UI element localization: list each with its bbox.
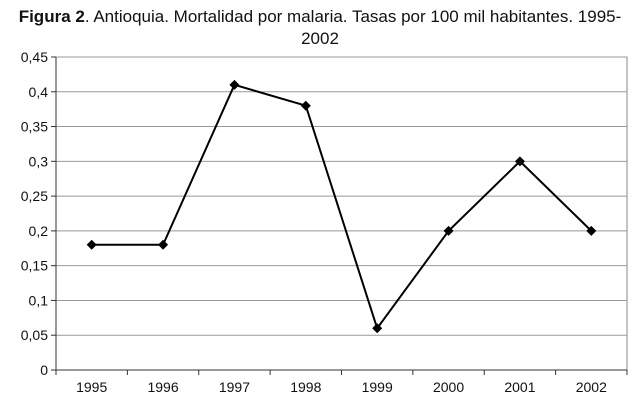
- x-tick-label: 2001: [504, 379, 535, 395]
- data-point-1997: [229, 79, 240, 90]
- plot-frame: [55, 56, 628, 371]
- data-point-2000: [443, 225, 454, 236]
- x-tick-label: 2000: [433, 379, 464, 395]
- data-point-1996: [158, 239, 169, 250]
- series-line: [91, 83, 593, 331]
- x-tick-label: 1996: [147, 379, 178, 395]
- x-tick-label: 1999: [362, 379, 393, 395]
- data-point-1999: [372, 323, 383, 334]
- title-bold: Figura 2: [18, 7, 85, 26]
- y-tick-label: 0,3: [29, 153, 49, 169]
- chart-title: Figura 2. Antioquia. Mortalidad por mala…: [0, 6, 640, 50]
- y-tick-label: 0,1: [29, 292, 49, 308]
- data-point-1998: [300, 100, 311, 111]
- y-tick-label: 0,45: [21, 49, 48, 65]
- y-tick-label: 0,4: [29, 84, 49, 100]
- y-tick-label: 0,35: [21, 119, 48, 135]
- y-tick-label: 0,05: [21, 327, 48, 343]
- data-point-2002: [586, 225, 597, 236]
- x-tick-label: 2002: [576, 379, 607, 395]
- data-point-1995: [86, 239, 97, 250]
- x-tick-label: 1995: [76, 379, 107, 395]
- y-tick-label: 0: [40, 362, 48, 378]
- title-text: . Antioquia. Mortalidad por malaria. Tas…: [84, 7, 622, 48]
- y-tick-label: 0,25: [21, 188, 48, 204]
- x-tick-label: 1997: [219, 379, 250, 395]
- data-point-2001: [514, 156, 525, 167]
- x-tick-label: 1998: [290, 379, 321, 395]
- y-tick-label: 0,15: [21, 258, 48, 274]
- y-tick-label: 0,2: [29, 223, 49, 239]
